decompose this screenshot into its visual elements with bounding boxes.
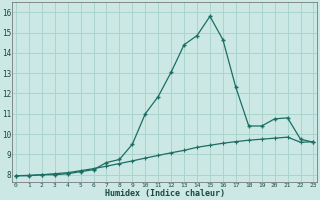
X-axis label: Humidex (Indice chaleur): Humidex (Indice chaleur): [105, 189, 225, 198]
